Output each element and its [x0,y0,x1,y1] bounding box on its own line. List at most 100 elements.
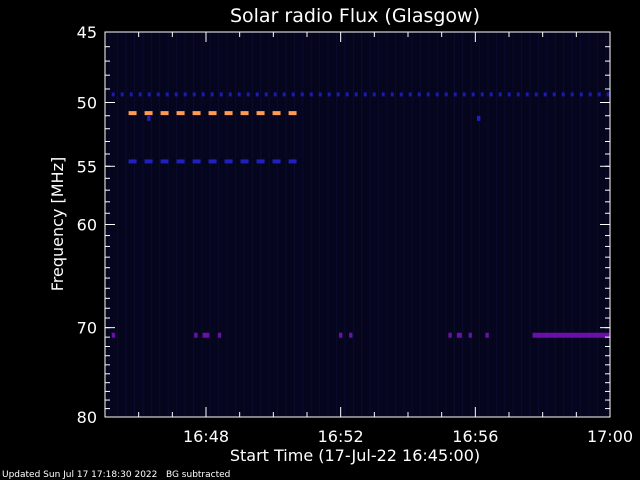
feature-segment [300,92,304,97]
feature-segment [256,159,265,164]
feature-segment [192,111,201,116]
feature-segment [128,159,137,164]
x-axis-label: Start Time (17-Jul-22 16:45:00) [230,446,480,465]
footer-status: Updated Sun Jul 17 17:18:30 2022 BG subt… [2,470,230,480]
dot-51-a [147,115,151,121]
y-tick-label: 70 [77,319,97,338]
feature-segment [338,332,343,338]
feature-segment [120,92,124,97]
feature-segment [363,92,367,97]
blip-70-9 [468,332,472,338]
y-tick-label: 55 [77,157,97,176]
feature-segment [192,159,201,164]
feature-segment [288,111,297,116]
feature-segment [208,159,217,164]
feature-segment [129,92,133,97]
feature-segment [192,92,196,97]
x-tick-label: 16:56 [452,427,498,446]
feature-segment [426,92,430,97]
feature-segment [217,332,222,338]
blip-70-6 [349,332,353,338]
feature-segment [240,111,249,116]
feature-segment [525,92,529,97]
feature-segment [138,92,142,97]
feature-segment [336,92,340,97]
plot-area [105,32,610,417]
feature-segment [176,159,185,164]
y-tick-label: 45 [77,23,97,42]
y-axis-label: Frequency [MHz] [48,157,67,291]
feature-segment [485,332,489,338]
feature-segment [444,92,448,97]
feature-segment [534,92,538,97]
feature-segment [256,111,265,116]
blip-70-5 [338,332,343,338]
feature-segment [147,115,151,121]
feature-segment [237,92,241,97]
feature-segment [480,92,484,97]
y-tick-label: 60 [77,216,97,235]
feature-segment [570,92,574,97]
x-tick-label: 17:00 [587,427,633,446]
y-tick-label: 50 [77,94,97,113]
feature-segment [160,159,169,164]
feature-segment [456,332,462,338]
feature-segment [201,92,205,97]
feature-segment [282,92,286,97]
feature-segment [174,92,178,97]
feature-segment [194,332,198,338]
feature-segment [349,332,353,338]
feature-segment [408,92,412,97]
feature-segment [468,332,472,338]
feature-segment [498,92,502,97]
feature-segment [417,92,421,97]
feature-segment [210,92,214,97]
feature-segment [453,92,457,97]
feature-segment [156,92,160,97]
feature-segment [291,92,295,97]
feature-segment [471,92,475,97]
feature-segment [435,92,439,97]
feature-segment [165,92,169,97]
feature-segment [606,92,610,97]
feature-segment [144,159,153,164]
feature-segment [272,111,281,116]
feature-segment [390,92,394,97]
feature-segment [354,92,358,97]
feature-segment [219,92,223,97]
feature-segment [224,111,233,116]
blip-70-1 [111,332,116,338]
feature-segment [507,92,511,97]
feature-segment [255,92,259,97]
feature-segment [372,92,376,97]
feature-segment [543,92,547,97]
feature-segment [111,332,116,338]
feature-segment [264,92,268,97]
feature-segment [288,159,297,164]
blip-70-10 [485,332,489,338]
feature-segment [448,332,452,338]
dashed-band-blue [128,159,297,164]
feature-segment [588,92,592,97]
feature-segment [183,92,187,97]
feature-segment [399,92,403,97]
feature-segment [552,92,556,97]
blip-70-7 [448,332,452,338]
feature-segment [561,92,565,97]
y-tick-label: 80 [77,408,97,427]
feature-segment [224,159,233,164]
feature-segment [246,92,250,97]
band-70-right [532,332,610,338]
feature-segment [345,92,349,97]
x-tick-label: 16:48 [183,427,229,446]
dashed-band-blue-top [111,92,610,97]
feature-segment [309,92,313,97]
feature-segment [532,332,610,338]
feature-segment [272,159,281,164]
feature-segment [381,92,385,97]
feature-segment [147,92,151,97]
feature-segment [240,159,249,164]
feature-segment [462,92,466,97]
blip-70-2 [194,332,198,338]
